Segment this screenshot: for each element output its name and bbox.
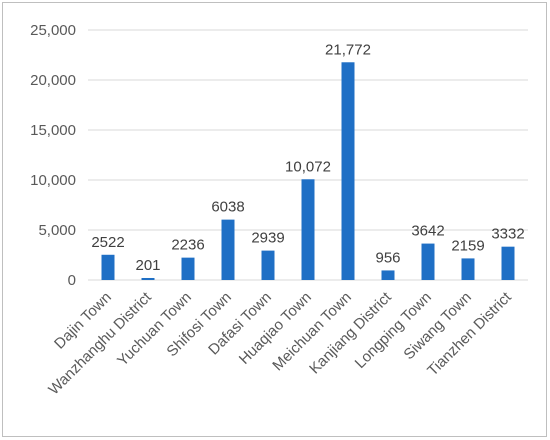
bar-11 — [501, 246, 515, 280]
data-label: 10,072 — [285, 158, 331, 175]
y-tick-label: 20,000 — [30, 72, 76, 89]
data-label: 2159 — [451, 237, 484, 254]
y-tick-label: 15,000 — [30, 122, 76, 139]
bar-8 — [381, 270, 395, 280]
data-label: 2939 — [251, 230, 284, 247]
bar-5 — [261, 250, 275, 280]
data-label: 2236 — [171, 237, 204, 254]
bar-9 — [421, 243, 435, 280]
bar-10 — [461, 258, 475, 280]
bar-4 — [221, 219, 235, 280]
y-tick-label: 10,000 — [30, 172, 76, 189]
bar-2 — [141, 277, 155, 280]
chart-frame: 0 5,000 10,000 15,000 20,000 25,000 2522 Dajin … — [2, 2, 547, 437]
y-tick-label: 5,000 — [38, 222, 76, 239]
data-label: 21,772 — [325, 41, 371, 58]
bar-6 — [301, 179, 315, 280]
data-label: 956 — [375, 249, 400, 266]
data-label: 3332 — [491, 226, 524, 243]
bar-7 — [341, 62, 355, 280]
data-label: 2522 — [91, 234, 124, 251]
data-label: 201 — [135, 257, 160, 274]
data-label: 3642 — [411, 223, 444, 240]
bar-1 — [101, 254, 115, 280]
y-tick-label: 0 — [68, 272, 76, 289]
bar-3 — [181, 257, 195, 280]
data-label: 6038 — [211, 199, 244, 216]
bar-chart: 05,00010,00015,00020,00025,0002522Dajin … — [30, 22, 528, 398]
y-tick-label: 25,000 — [30, 22, 76, 39]
